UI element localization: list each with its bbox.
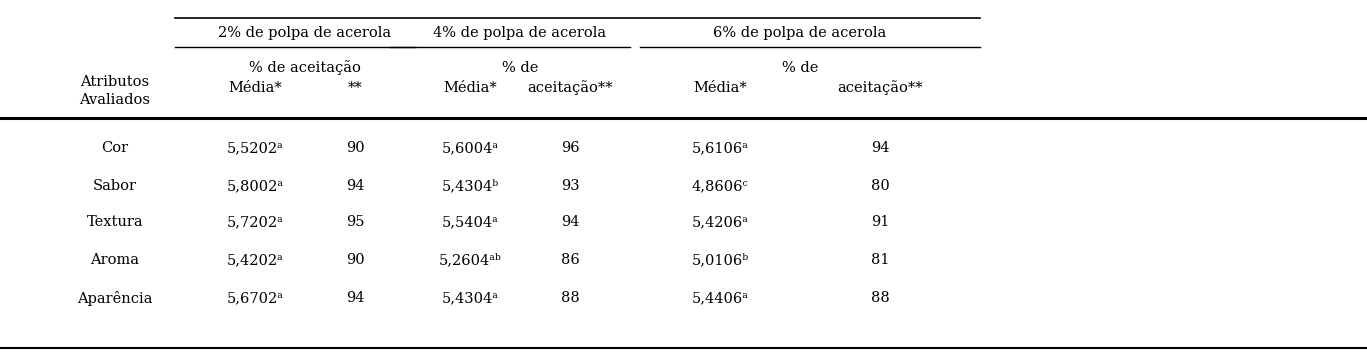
- Text: 96: 96: [560, 141, 580, 155]
- Text: 94: 94: [346, 179, 364, 193]
- Text: % de aceitação: % de aceitação: [249, 61, 361, 75]
- Text: 6% de polpa de acerola: 6% de polpa de acerola: [714, 26, 887, 40]
- Text: 94: 94: [346, 291, 364, 305]
- Text: 88: 88: [871, 291, 890, 305]
- Text: 5,0106ᵇ: 5,0106ᵇ: [692, 253, 749, 267]
- Text: 5,4206ᵃ: 5,4206ᵃ: [692, 215, 749, 229]
- Text: 5,6106ᵃ: 5,6106ᵃ: [692, 141, 749, 155]
- Text: Textura: Textura: [86, 215, 144, 229]
- Text: 94: 94: [560, 215, 580, 229]
- Text: 5,6702ᵃ: 5,6702ᵃ: [227, 291, 283, 305]
- Text: 81: 81: [871, 253, 890, 267]
- Text: 90: 90: [346, 253, 365, 267]
- Text: aceitação**: aceitação**: [528, 81, 612, 95]
- Text: 90: 90: [346, 141, 365, 155]
- Text: Atributos: Atributos: [81, 75, 149, 89]
- Text: 91: 91: [871, 215, 889, 229]
- Text: 5,4304ᵇ: 5,4304ᵇ: [442, 179, 499, 193]
- Text: Média*: Média*: [443, 81, 496, 95]
- Text: 88: 88: [560, 291, 580, 305]
- Text: 5,2604ᵃᵇ: 5,2604ᵃᵇ: [439, 253, 502, 267]
- Text: Sabor: Sabor: [93, 179, 137, 193]
- Text: % de: % de: [782, 61, 819, 75]
- Text: 5,5404ᵃ: 5,5404ᵃ: [442, 215, 499, 229]
- Text: 86: 86: [560, 253, 580, 267]
- Text: 94: 94: [871, 141, 890, 155]
- Text: Avaliados: Avaliados: [79, 93, 150, 107]
- Text: 4% de polpa de acerola: 4% de polpa de acerola: [433, 26, 607, 40]
- Text: 5,5202ᵃ: 5,5202ᵃ: [227, 141, 283, 155]
- Text: Média*: Média*: [228, 81, 282, 95]
- Text: **: **: [347, 81, 362, 95]
- Text: 5,7202ᵃ: 5,7202ᵃ: [227, 215, 283, 229]
- Text: Aparência: Aparência: [78, 291, 153, 306]
- Text: 95: 95: [346, 215, 364, 229]
- Text: % de: % de: [502, 61, 539, 75]
- Text: aceitação**: aceitação**: [837, 81, 923, 95]
- Text: 5,4406ᵃ: 5,4406ᵃ: [692, 291, 749, 305]
- Text: 4,8606ᶜ: 4,8606ᶜ: [692, 179, 748, 193]
- Text: Média*: Média*: [693, 81, 746, 95]
- Text: Aroma: Aroma: [90, 253, 139, 267]
- Text: Cor: Cor: [101, 141, 128, 155]
- Text: 5,8002ᵃ: 5,8002ᵃ: [227, 179, 283, 193]
- Text: 80: 80: [871, 179, 890, 193]
- Text: 5,4202ᵃ: 5,4202ᵃ: [227, 253, 283, 267]
- Text: 2% de polpa de acerola: 2% de polpa de acerola: [219, 26, 391, 40]
- Text: 5,4304ᵃ: 5,4304ᵃ: [442, 291, 499, 305]
- Text: 93: 93: [560, 179, 580, 193]
- Text: 5,6004ᵃ: 5,6004ᵃ: [442, 141, 499, 155]
